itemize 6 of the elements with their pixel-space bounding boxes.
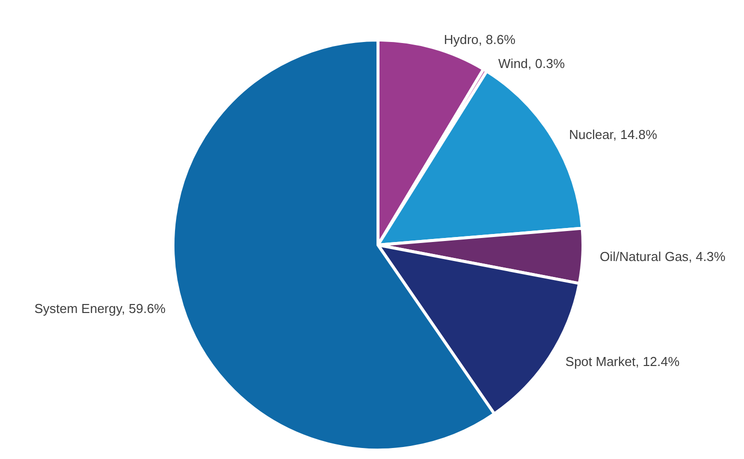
slice-label: Nuclear, 14.8% [568,126,658,142]
slice-label: System Energy, 59.6% [34,300,166,316]
slice-label: Hydro, 8.6% [444,32,516,48]
slice-label: Oil/Natural Gas, 4.3% [600,248,726,264]
slice-label: Wind, 0.3% [498,56,566,71]
slice-label: Spot Market, 12.4% [565,354,680,369]
